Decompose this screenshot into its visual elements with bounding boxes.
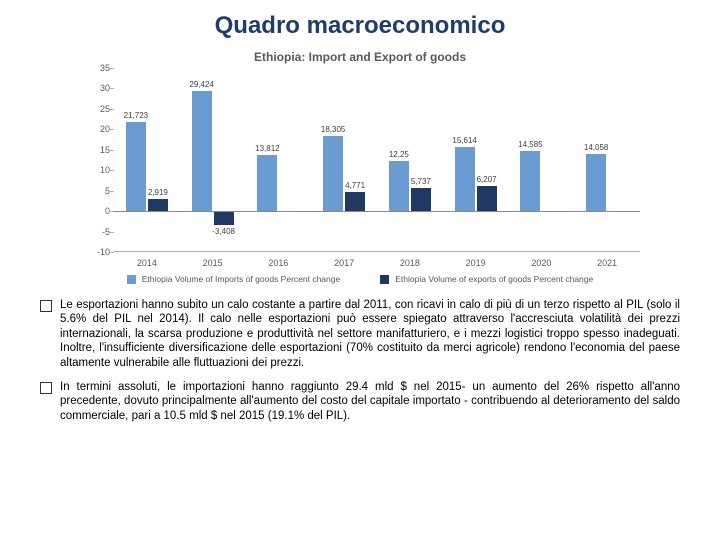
bars-layer: 21,723 2,919 29,424 -3,408 13,812 18,305 4,771… [114,68,640,251]
page-title: Quadro macroeconomico [40,12,680,40]
value-label: 4,771 [345,181,365,190]
y-tick-label: 25 [80,104,110,114]
y-tick-label: 30 [80,83,110,93]
y-tick [110,129,114,130]
bar [411,188,431,211]
y-tick [110,191,114,192]
bullet-text: In termini assoluti, le importazioni han… [60,380,680,423]
slide: Quadro macroeconomico Ethiopia: Import a… [0,0,720,540]
value-label: 18,305 [321,125,345,134]
x-tick-label: 2015 [203,258,223,268]
chart-title: Ethiopia: Import and Export of goods [80,50,640,64]
legend-item-imports: Ethiopia Volume of Imports of goods Perc… [127,274,340,284]
value-label: 5,737 [411,177,431,186]
x-tick-label: 2014 [137,258,157,268]
bar [148,199,168,211]
x-tick-label: 2016 [268,258,288,268]
y-tick-label: -10 [80,247,110,257]
swatch-icon [380,275,389,284]
bullet-item: In termini assoluti, le importazioni han… [40,380,680,423]
bar [345,192,365,212]
chart-container: Ethiopia: Import and Export of goods 21,… [80,50,640,284]
chart-legend: Ethiopia Volume of Imports of goods Perc… [80,274,640,284]
y-tick [110,232,114,233]
value-label: -3,408 [212,227,235,236]
legend-item-exports: Ethiopia Volume of exports of goods Perc… [380,274,593,284]
value-label: 29,424 [189,80,213,89]
x-tick-label: 2020 [531,258,551,268]
bar [192,91,212,211]
plot-area: 21,723 2,919 29,424 -3,408 13,812 18,305 4,771… [114,68,640,252]
value-label: 15,614 [452,136,476,145]
bar [586,154,606,211]
y-tick-label: -5 [80,227,110,237]
zero-line [114,211,640,212]
y-tick [110,170,114,171]
bar [126,122,146,211]
bullet-text: Le esportazioni hanno subito un calo cos… [60,298,680,370]
value-label: 12,25 [389,150,409,159]
x-tick-label: 2017 [334,258,354,268]
bar [455,147,475,211]
legend-label: Ethiopia Volume of Imports of goods Perc… [142,274,340,284]
bar [257,155,277,211]
y-tick-label: 35 [80,63,110,73]
value-label: 6,207 [477,175,497,184]
y-tick [110,109,114,110]
bar [477,186,497,211]
y-tick-label: 15 [80,145,110,155]
swatch-icon [127,275,136,284]
value-label: 2,919 [148,188,168,197]
value-label: 14,585 [518,140,542,149]
bar [389,161,409,211]
y-tick-label: 20 [80,124,110,134]
y-tick-label: 10 [80,165,110,175]
y-tick [110,88,114,89]
body-text: Le esportazioni hanno subito un calo cos… [40,298,680,423]
bullet-square-icon [40,382,52,394]
bar [214,211,234,225]
y-tick [110,211,114,212]
y-tick [110,150,114,151]
legend-label: Ethiopia Volume of exports of goods Perc… [395,274,593,284]
bar [323,136,343,211]
x-tick-label: 2021 [597,258,617,268]
x-tick-label: 2018 [400,258,420,268]
bar [520,151,540,211]
y-tick-label: 0 [80,206,110,216]
y-tick [110,252,114,253]
value-label: 14,058 [584,143,608,152]
value-label: 21,723 [124,111,148,120]
x-tick-label: 2019 [466,258,486,268]
y-tick [110,68,114,69]
y-tick-label: 5 [80,186,110,196]
bullet-item: Le esportazioni hanno subito un calo cos… [40,298,680,370]
bullet-square-icon [40,300,52,312]
bar-chart: 21,723 2,919 29,424 -3,408 13,812 18,305 4,771… [80,68,640,268]
value-label: 13,812 [255,144,279,153]
